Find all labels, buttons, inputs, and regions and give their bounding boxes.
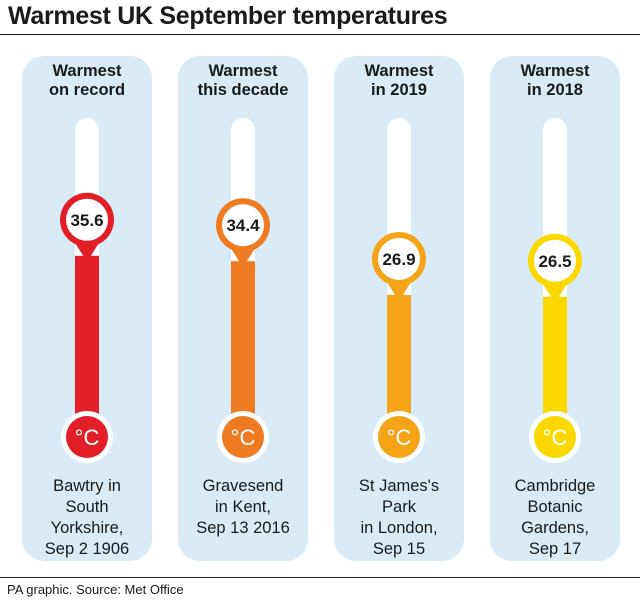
thermometer-panel: Warmest in 2019 °C 26.9 St James's Park in Lon… xyxy=(334,56,464,561)
thermometer: °C 26.5 xyxy=(528,118,582,463)
value-label: 26.9 xyxy=(382,250,415,269)
unit-label: °C xyxy=(231,425,256,450)
temperature-bar xyxy=(543,296,567,421)
footer-divider xyxy=(0,577,640,578)
location-caption: Bawtry in South Yorkshire, Sep 2 1906 xyxy=(22,476,152,560)
location-caption: Cambridge Botanic Gardens, Sep 17 xyxy=(490,476,620,560)
temperature-bar xyxy=(75,255,99,421)
location-caption: St James's Park in London, Sep 15 xyxy=(334,476,464,560)
unit-label: °C xyxy=(75,425,100,450)
bulb xyxy=(222,416,264,458)
panel-heading: Warmest in 2018 xyxy=(490,62,620,100)
panel-heading: Warmest this decade xyxy=(178,62,308,100)
chart-title: Warmest UK September temperatures xyxy=(8,2,448,30)
panel-heading-line: in 2019 xyxy=(371,81,427,99)
location-caption-line: Gravesend xyxy=(202,477,284,495)
panel-heading-line: on record xyxy=(48,81,126,99)
thermometer-panel: Warmest in 2018 °C 26.5 Cambridge Botanic Gard… xyxy=(490,56,620,561)
source-note: PA graphic. Source: Met Office xyxy=(7,582,184,597)
location-caption-line: South xyxy=(65,498,109,516)
temperature-bar xyxy=(387,294,411,421)
location-caption-line: Cambridge xyxy=(514,477,596,495)
location-caption-line: St James's xyxy=(358,477,440,495)
thermometer: °C 35.6 xyxy=(60,118,114,463)
bulb xyxy=(378,416,420,458)
location-caption-line: Yorkshire, xyxy=(50,519,124,537)
panel-heading-line: Warmest xyxy=(208,62,278,80)
location-caption-line: Sep 2 1906 xyxy=(44,540,130,558)
value-marker: 26.5 xyxy=(528,233,582,303)
panel-heading-line: Warmest xyxy=(52,62,122,80)
location-caption-line: in London, xyxy=(360,519,438,537)
value-marker: 35.6 xyxy=(60,192,114,262)
bulb xyxy=(534,416,576,458)
location-caption-line: Park xyxy=(382,498,416,516)
unit-label: °C xyxy=(543,425,568,450)
panel-heading-line: this decade xyxy=(197,81,289,99)
location-caption: Gravesend in Kent, Sep 13 2016 xyxy=(178,476,308,539)
panel-heading-line: in 2018 xyxy=(527,81,583,99)
panel-heading: Warmest on record xyxy=(22,62,152,100)
location-caption-line: Gardens, xyxy=(521,519,589,537)
value-label: 34.4 xyxy=(226,216,260,235)
location-caption-line: Sep 15 xyxy=(372,540,426,558)
thermometer-panel: Warmest on record °C 35.6 Bawtry in South York… xyxy=(22,56,152,561)
location-caption-line: Botanic xyxy=(527,498,583,516)
temperature-bar xyxy=(231,261,255,421)
unit-label: °C xyxy=(387,425,412,450)
value-label: 35.6 xyxy=(70,211,103,230)
value-marker: 26.9 xyxy=(372,231,426,301)
title-divider xyxy=(0,34,640,35)
value-label: 26.5 xyxy=(538,252,571,271)
thermometer: °C 34.4 xyxy=(216,118,270,463)
panel-heading-line: Warmest xyxy=(520,62,590,80)
location-caption-line: Bawtry in xyxy=(53,477,121,495)
panel-heading: Warmest in 2019 xyxy=(334,62,464,100)
location-caption-line: Sep 17 xyxy=(528,540,582,558)
bulb xyxy=(66,416,108,458)
location-caption-line: Sep 13 2016 xyxy=(196,519,290,537)
location-caption-line: in Kent, xyxy=(215,498,271,516)
thermometer: °C 26.9 xyxy=(372,118,426,463)
value-marker: 34.4 xyxy=(216,198,270,268)
thermometer-panel: Warmest this decade °C 34.4 Gravesend in Kent… xyxy=(178,56,308,561)
panel-heading-line: Warmest xyxy=(364,62,434,80)
